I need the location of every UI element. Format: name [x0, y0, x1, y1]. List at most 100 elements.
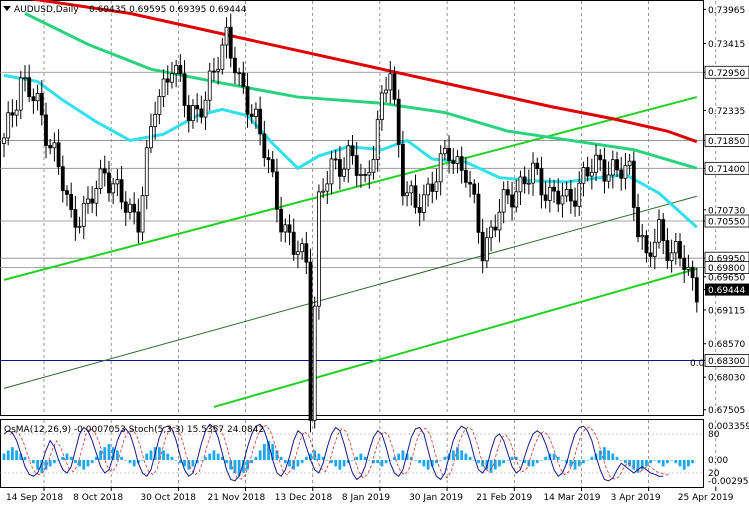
candle-body — [678, 241, 682, 259]
osma-bar — [90, 460, 94, 464]
candle — [321, 178, 326, 199]
osma-bar — [69, 456, 73, 460]
candle-body — [317, 191, 321, 307]
osma-bar — [166, 453, 170, 460]
candle-body — [627, 160, 632, 167]
candle-body — [174, 64, 179, 75]
candle-body — [18, 77, 23, 111]
header: AUDUSD,Daily 0.69435 0.69595 0.69395 0.6… — [3, 5, 247, 15]
candle — [342, 157, 347, 182]
osma-bar — [19, 453, 23, 460]
candle — [23, 65, 27, 92]
osma-bar — [267, 440, 270, 460]
osma-bar — [502, 460, 506, 464]
osma-bar — [430, 460, 434, 467]
candle-body — [107, 172, 111, 194]
candle — [304, 231, 309, 274]
candle-body — [14, 109, 19, 116]
osma-bar — [254, 456, 258, 460]
osma-bar — [334, 460, 338, 467]
osma-bar — [342, 460, 346, 467]
candle-body — [65, 190, 69, 195]
level-box — [704, 161, 749, 175]
date-tick-label: 25 Apr 2019 — [678, 493, 734, 503]
osma-bar — [204, 456, 207, 460]
candle — [98, 159, 103, 194]
candle-body — [212, 70, 216, 73]
candle-body — [610, 159, 615, 176]
candle — [291, 218, 296, 261]
candle-body — [300, 243, 305, 253]
candle — [73, 196, 78, 241]
candle-body — [241, 72, 246, 88]
moving-average-line — [3, 73, 698, 229]
candle-body — [631, 160, 636, 208]
osma-bar — [65, 453, 69, 460]
candle — [94, 180, 99, 217]
candle — [573, 187, 577, 217]
price-tick-label: 0.72335 — [708, 107, 745, 117]
candle-body — [564, 188, 569, 197]
candle — [631, 151, 636, 221]
candle-body — [384, 89, 388, 94]
candle-body — [510, 194, 514, 208]
candle — [392, 66, 397, 105]
candle — [484, 227, 489, 269]
candle-body — [48, 145, 53, 149]
osma-bar — [288, 460, 291, 467]
candle — [472, 178, 477, 204]
candle — [409, 180, 414, 206]
candle — [379, 85, 384, 131]
candle-body — [476, 193, 481, 233]
candle-body — [417, 206, 422, 213]
candle — [144, 139, 149, 210]
candle — [6, 101, 11, 146]
candle — [438, 145, 443, 196]
osma-bar — [141, 460, 144, 461]
candle — [434, 168, 439, 200]
candle-body — [602, 159, 607, 182]
candle — [627, 153, 632, 175]
date-tick-label: 14 Sep 2018 — [6, 493, 63, 503]
osma-bar — [44, 460, 48, 470]
osma-bar — [128, 460, 132, 464]
candle — [682, 245, 687, 284]
candle-body — [484, 237, 489, 262]
candle-body — [52, 142, 57, 149]
candle — [678, 233, 682, 267]
osma-bar — [367, 460, 371, 461]
symbol-label: AUDUSD,Daily — [14, 5, 79, 15]
candle — [451, 148, 456, 175]
candle-body — [363, 174, 367, 176]
indicator-panel: 0.0033591 0.00 -0.0029511 80 20 — [0, 422, 749, 487]
osma-bar — [309, 453, 312, 460]
candle-body — [543, 194, 548, 201]
osma-bar — [145, 453, 149, 460]
candle-body — [556, 190, 561, 205]
candle — [371, 145, 376, 180]
osma-bar — [6, 450, 10, 460]
candle — [417, 193, 422, 227]
osma-bar — [359, 453, 363, 460]
last-price-box — [705, 283, 749, 296]
osma-bar — [661, 460, 665, 467]
candle-body — [497, 211, 502, 231]
candle — [644, 230, 649, 263]
osma-bar — [250, 460, 254, 464]
osma-bar — [275, 450, 279, 460]
candle-body — [6, 112, 11, 139]
osma-bar — [628, 460, 632, 467]
osma-bar — [552, 453, 556, 460]
candle — [56, 129, 61, 175]
candle-body — [694, 277, 699, 303]
osma-bar — [607, 450, 611, 460]
candle — [228, 13, 233, 68]
candle — [102, 155, 107, 187]
osma-bar — [372, 460, 375, 464]
price-tick-label: 0.69950 — [708, 255, 745, 265]
candle-body — [224, 26, 229, 46]
candle-body — [514, 191, 519, 208]
price-tick-label: 0.73415 — [708, 40, 745, 50]
osma-bar — [653, 460, 657, 461]
candle — [694, 267, 699, 313]
